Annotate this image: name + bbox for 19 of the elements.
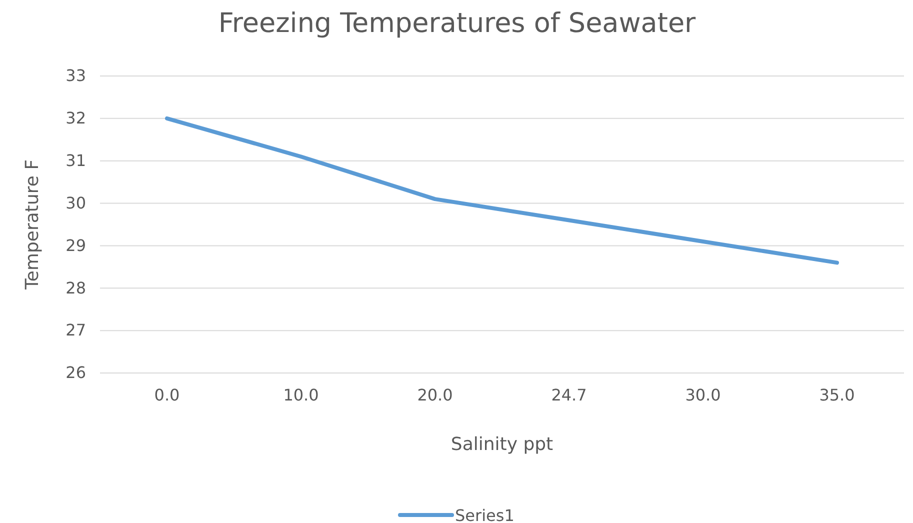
y-tick-label: 32 <box>66 108 86 128</box>
line-series <box>165 116 839 265</box>
y-tick-label: 29 <box>66 236 86 255</box>
y-tick-label: 30 <box>66 193 86 212</box>
x-tick-label: 35.0 <box>819 385 855 404</box>
x-tick-label: 0.0 <box>154 385 180 404</box>
x-tick-label: 24.7 <box>551 385 587 404</box>
x-tick-label: 10.0 <box>283 385 319 404</box>
legend-label: Series1 <box>455 506 514 523</box>
chart-title: Freezing Temperatures of Seawater <box>218 8 697 39</box>
y-tick-label: 26 <box>66 363 86 382</box>
y-tick-label: 33 <box>66 66 86 86</box>
y-tick-label: 27 <box>66 320 86 340</box>
y-tick-label: 28 <box>66 278 86 298</box>
y-axis-title: Temperature F <box>22 159 43 291</box>
y-tick-label: 31 <box>66 150 86 170</box>
x-axis-title: Salinity ppt <box>450 434 554 455</box>
x-tick-label: 30.0 <box>685 385 721 404</box>
x-tick-label: 20.0 <box>417 385 453 404</box>
